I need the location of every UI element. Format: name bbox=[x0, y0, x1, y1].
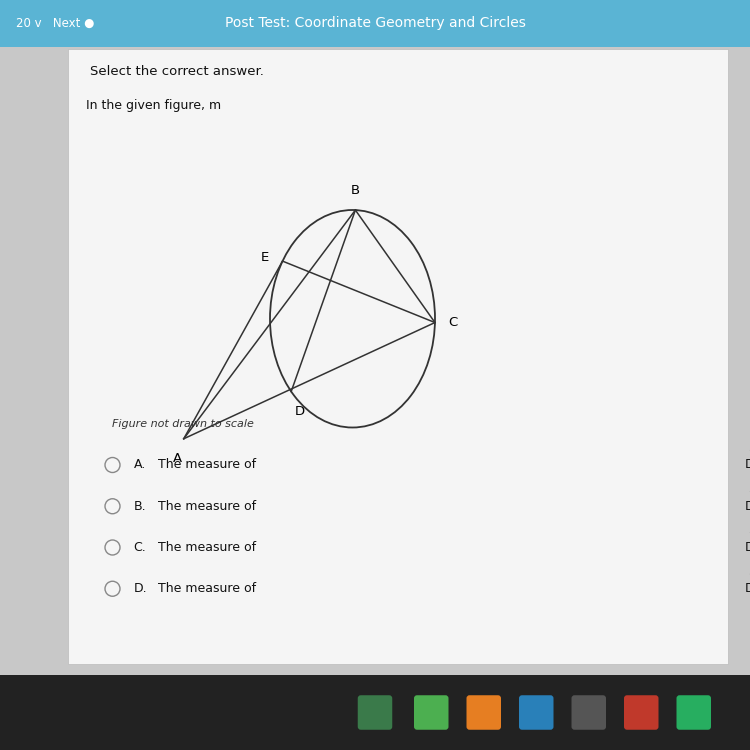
Bar bbox=[0, 0, 750, 46]
Text: E: E bbox=[261, 251, 269, 264]
Text: DE: DE bbox=[745, 582, 750, 596]
Bar bbox=[68, 49, 728, 664]
Text: The measure of: The measure of bbox=[158, 500, 260, 513]
Text: Select the correct answer.: Select the correct answer. bbox=[90, 64, 264, 78]
Text: D: D bbox=[295, 405, 305, 418]
Text: The measure of: The measure of bbox=[158, 582, 260, 596]
Text: 20 v   Next ●: 20 v Next ● bbox=[16, 16, 94, 30]
FancyBboxPatch shape bbox=[572, 695, 606, 730]
Text: B.: B. bbox=[134, 500, 146, 513]
Bar bbox=[0, 675, 750, 750]
Text: C.: C. bbox=[134, 541, 146, 554]
Text: In the given figure, m: In the given figure, m bbox=[86, 98, 221, 112]
FancyBboxPatch shape bbox=[676, 695, 711, 730]
Text: DE: DE bbox=[745, 500, 750, 513]
Text: The measure of: The measure of bbox=[158, 541, 260, 554]
Text: Post Test: Coordinate Geometry and Circles: Post Test: Coordinate Geometry and Circl… bbox=[225, 16, 526, 30]
Text: D.: D. bbox=[134, 582, 147, 596]
Text: DE: DE bbox=[745, 541, 750, 554]
Text: Figure not drawn to scale: Figure not drawn to scale bbox=[112, 419, 254, 429]
Text: A.: A. bbox=[134, 458, 146, 472]
Text: DE: DE bbox=[745, 458, 750, 472]
FancyBboxPatch shape bbox=[358, 695, 392, 730]
Text: B: B bbox=[351, 184, 360, 196]
FancyBboxPatch shape bbox=[466, 695, 501, 730]
FancyBboxPatch shape bbox=[414, 695, 448, 730]
Text: 2020 Edmentum. All rights reserved.: 2020 Edmentum. All rights reserved. bbox=[68, 675, 248, 685]
Text: A: A bbox=[172, 452, 182, 465]
Text: C: C bbox=[448, 316, 458, 329]
FancyBboxPatch shape bbox=[624, 695, 658, 730]
FancyBboxPatch shape bbox=[519, 695, 554, 730]
Text: The measure of: The measure of bbox=[158, 458, 260, 472]
